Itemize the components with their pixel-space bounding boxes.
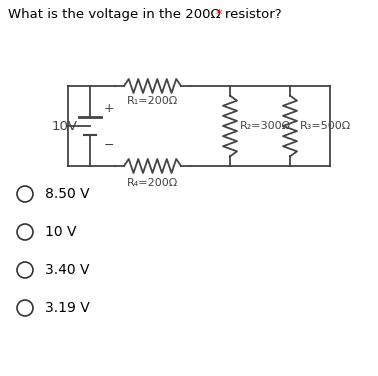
Text: 10V: 10V <box>52 120 78 132</box>
Text: *: * <box>215 8 222 21</box>
Text: 8.50 V: 8.50 V <box>45 187 90 201</box>
Text: R₂=300Ω: R₂=300Ω <box>240 121 291 131</box>
Text: R₄=200Ω: R₄=200Ω <box>127 178 178 188</box>
Text: R₃=500Ω: R₃=500Ω <box>300 121 351 131</box>
Text: 3.40 V: 3.40 V <box>45 263 90 277</box>
Text: 3.19 V: 3.19 V <box>45 301 90 315</box>
Text: +: + <box>104 102 115 115</box>
Text: −: − <box>104 139 115 152</box>
Text: R₁=200Ω: R₁=200Ω <box>127 96 178 106</box>
Text: 10 V: 10 V <box>45 225 76 239</box>
Text: What is the voltage in the 200Ω resistor?: What is the voltage in the 200Ω resistor… <box>8 8 286 21</box>
